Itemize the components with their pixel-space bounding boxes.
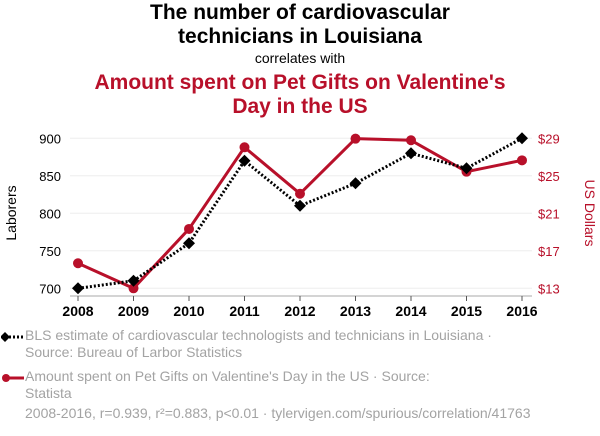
x-tick-label: 2010 [173,303,204,319]
legend-label-series1-line1: BLS estimate of cardiovascular technolog… [25,327,492,343]
tick-labels: 700 750 800 850 900 $13 $17 $21 $25 $29 2008 2009 20… [39,131,559,319]
legend-label-series2-line2: Statista [25,385,72,401]
data-point-technicians [460,162,473,175]
x-tick-label: 2012 [284,303,315,319]
y-tick-label-left: 850 [39,169,61,184]
y-axis-label-right: US Dollars [582,180,598,247]
footer-stats: 2008-2016, r=0.939, r²=0.883, p<0.01 · t… [25,405,531,421]
legend-marker-diamond-dotted-icon [1,332,24,342]
chart-subtitle: correlates with [254,50,346,66]
chart-title: The number of cardiovascular technicians… [0,1,600,49]
y-tick-label-right: $21 [538,206,560,221]
y-tick-label-right: $29 [538,131,560,146]
data-point-pet-gifts [517,155,527,166]
x-tick-label: 2016 [506,303,537,319]
data-point-pet-gifts [184,223,194,234]
x-tick-label: 2011 [229,303,260,319]
chart-title-line1: The number of cardiovascular [150,1,450,24]
legend-item-series1: BLS estimate of cardiovascular technolog… [1,327,492,361]
data-point-technicians [72,282,84,295]
data-point-technicians [127,274,140,287]
x-tick-label: 2013 [340,303,371,319]
data-point-technicians [349,177,362,190]
legend-label-series2-line1: Amount spent on Pet Gifts on Valentine's… [25,368,430,384]
y-tick-label-left: 800 [39,206,61,221]
y-tick-label-left: 900 [39,131,61,146]
data-point-pet-gifts [239,142,250,153]
data-point-pet-gifts [128,283,139,294]
y-tick-label-right: $17 [538,244,560,259]
data-point-technicians [238,154,251,167]
y-axis-label-left: Laborers [3,185,19,240]
data-point-technicians [516,132,528,145]
y-tick-label-left: 750 [39,244,61,259]
x-tick-label: 2014 [395,303,426,319]
x-tick-label: 2015 [451,303,482,319]
data-point-technicians [405,147,417,160]
y-tick-label-right: $25 [538,169,560,184]
x-tick-label: 2008 [62,303,93,319]
data-point-technicians [183,237,195,250]
data-point-pet-gifts [350,133,361,144]
series-group [72,132,528,295]
y-tick-label-left: 700 [39,281,61,296]
chart-title-secondary: Amount spent on Pet Gifts on Valentine's… [0,71,600,119]
legend-marker-circle-solid-icon [2,374,24,382]
data-point-pet-gifts [73,258,83,269]
data-point-pet-gifts [295,188,305,199]
chart-title-secondary-line1: Amount spent on Pet Gifts on Valentine's [94,71,506,94]
legend-item-series2: Amount spent on Pet Gifts on Valentine's… [2,368,430,402]
data-point-technicians [294,199,306,212]
x-tick-label: 2009 [118,303,149,319]
chart-title-secondary-line2: Day in the US [232,95,368,118]
axes [70,295,532,301]
legend-label-series1-line2: Source: Bureau of Larbor Statistics [25,344,243,360]
data-point-pet-gifts [406,135,416,146]
y-tick-label-right: $13 [538,281,560,296]
grid-lines [70,137,532,289]
chart-title-line2: technicians in Louisiana [178,25,422,48]
